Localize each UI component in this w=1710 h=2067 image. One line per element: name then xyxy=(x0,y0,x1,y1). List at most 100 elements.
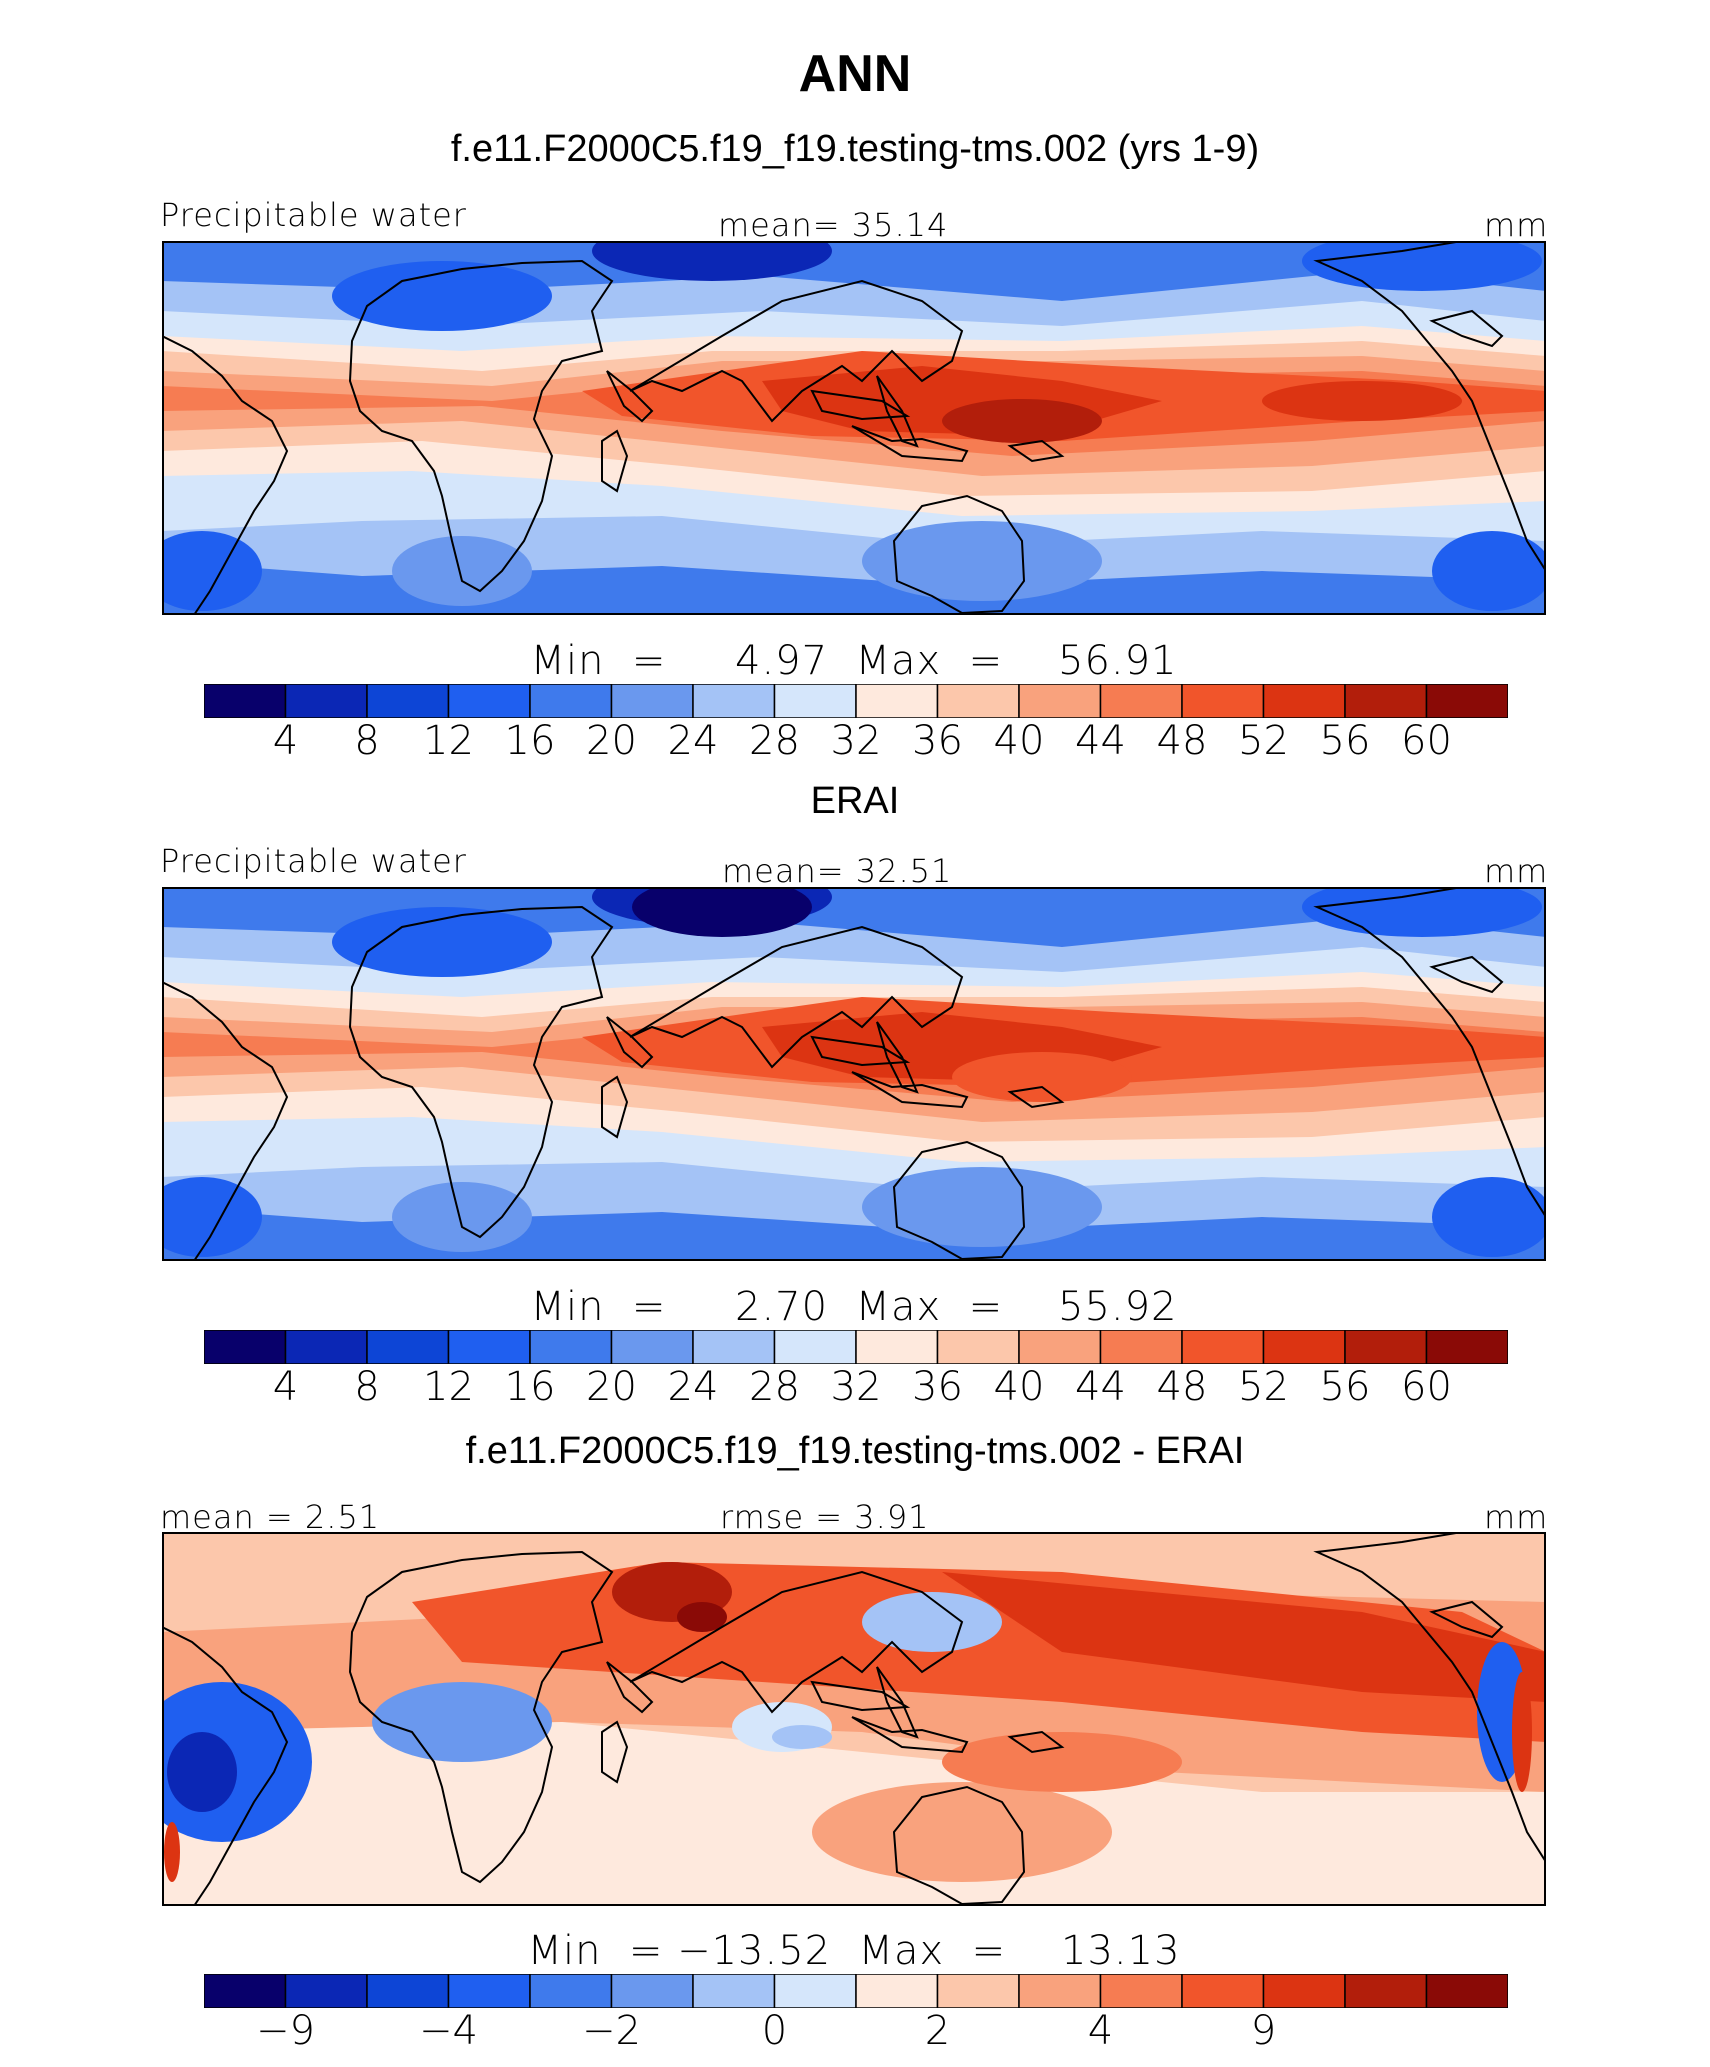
colorbar-tick-label: −4 xyxy=(419,2008,478,2054)
dry-region xyxy=(592,241,832,281)
dry-region xyxy=(162,1177,262,1257)
colorbar-box xyxy=(204,1330,287,1364)
panel-1-mean-label: mean= 35.14 xyxy=(718,206,949,244)
colorbar-tick-label: 40 xyxy=(993,1364,1045,1410)
colorbar-tick-label: 16 xyxy=(504,1364,556,1410)
positive-anomaly xyxy=(164,1822,180,1882)
colorbar-tick-label: 0 xyxy=(761,2008,788,2054)
colorbar-box xyxy=(610,684,694,718)
panel-2-units-label: mm xyxy=(1484,852,1549,890)
colorbar-box xyxy=(1018,1974,1102,2008)
colorbar-tick-label: 20 xyxy=(586,1364,637,1410)
dry-region xyxy=(162,531,262,611)
colorbar-box xyxy=(1425,1330,1508,1364)
map-frame xyxy=(162,241,1546,615)
figure-title: ANN xyxy=(798,45,912,103)
colorbar-box xyxy=(284,1330,368,1364)
coastline-segment xyxy=(1007,439,1065,463)
colorbar-tick-label: 36 xyxy=(912,718,963,764)
colorbar-box xyxy=(610,1330,694,1364)
colorbar-box xyxy=(1099,1330,1183,1364)
coastline-segment xyxy=(876,375,919,448)
colorbar-box xyxy=(773,1974,857,2008)
coastline-segment xyxy=(162,980,289,1261)
coastline-segment xyxy=(1429,309,1504,348)
panel-1-subtitle: f.e11.F2000C5.f19_f19.testing-tms.002 (y… xyxy=(450,128,1260,170)
panel-3-colorbar xyxy=(204,1974,1508,2008)
positive-anomaly xyxy=(677,1602,727,1632)
colorbar-box xyxy=(284,1974,368,2008)
colorbar-box xyxy=(1099,684,1183,718)
colorbar-tick-label: 32 xyxy=(830,718,882,764)
panel-2-min-max: Min = 2.70 Max = 55.92 xyxy=(530,1284,1178,1330)
coastline-segment xyxy=(892,1785,1026,1906)
moist-region xyxy=(1262,381,1462,421)
colorbar-box xyxy=(936,1330,1020,1364)
panel-1-map xyxy=(162,241,1546,615)
colorbar-box xyxy=(1018,684,1102,718)
negative-anomaly xyxy=(862,1592,1002,1652)
colorbar-box xyxy=(204,684,287,718)
coastline-segment xyxy=(1313,887,1546,1219)
colorbar-box xyxy=(366,684,450,718)
coastline-segment xyxy=(1313,241,1546,573)
colorbar-tick-label: 4 xyxy=(1087,2008,1114,2054)
colorbar-box xyxy=(1425,1974,1508,2008)
colorbar-box xyxy=(936,684,1020,718)
colorbar-tick-label: 8 xyxy=(354,718,380,764)
colorbar-tick-label: 28 xyxy=(749,718,800,764)
coastline-segment xyxy=(810,389,911,421)
colorbar-box xyxy=(1344,684,1428,718)
coastline-segment xyxy=(162,1625,289,1906)
coastline-segment xyxy=(1429,1600,1504,1639)
colorbar-tick-label: 28 xyxy=(749,1364,800,1410)
negative-anomaly xyxy=(372,1682,552,1762)
colorbar-tick-label: 52 xyxy=(1238,1364,1289,1410)
colorbar-box xyxy=(855,684,939,718)
colorbar-box xyxy=(1344,1330,1428,1364)
panel-3-map xyxy=(162,1532,1546,1906)
colorbar-box xyxy=(936,1974,1020,2008)
colorbar-box xyxy=(773,1330,857,1364)
coastline-segment xyxy=(1313,1532,1546,1864)
coastline-segment xyxy=(810,1680,911,1712)
colorbar-box xyxy=(1262,684,1346,718)
moist-region xyxy=(952,1052,1132,1102)
colorbar-box xyxy=(204,1974,287,2008)
map-frame xyxy=(162,1532,1546,1906)
colorbar-tick-label: 36 xyxy=(912,1364,963,1410)
positive-anomaly xyxy=(1512,1672,1532,1792)
panel-1-colorbar-ticks: 4 8 12 16 20 24 28 32 36 40 44 48 52 56 60 xyxy=(204,718,1508,766)
colorbar-box xyxy=(1262,1330,1346,1364)
colorbar-tick-label: 48 xyxy=(1156,718,1208,764)
coastline-segment xyxy=(348,1550,614,1884)
colorbar-tick-label: 48 xyxy=(1156,1364,1208,1410)
coastline-segment xyxy=(348,905,614,1239)
colorbar-tick-label: −9 xyxy=(256,2008,315,2054)
colorbar-box xyxy=(447,1974,531,2008)
colorbar-tick-label: 60 xyxy=(1401,1364,1452,1410)
colorbar-box xyxy=(1262,1974,1346,2008)
negative-anomaly xyxy=(167,1732,237,1812)
colorbar-tick-label: 12 xyxy=(423,1364,474,1410)
colorbar-box xyxy=(529,1974,613,2008)
panel-2-colorbar xyxy=(204,1330,1508,1364)
colorbar-box xyxy=(529,684,613,718)
colorbar-tick-label: 56 xyxy=(1319,1364,1371,1410)
positive-anomaly xyxy=(812,1782,1112,1882)
coastline-segment xyxy=(851,1071,969,1109)
colorbar-tick-label: 40 xyxy=(993,718,1045,764)
coastline-segment xyxy=(629,1570,964,1714)
coastline-segment xyxy=(892,494,1026,615)
coastline-segment xyxy=(629,279,964,423)
colorbar-tick-label: 16 xyxy=(504,718,556,764)
colorbar-box xyxy=(1181,1330,1265,1364)
colorbar-box xyxy=(855,1330,939,1364)
panel-1-variable-label: Precipitable water xyxy=(160,196,467,234)
coastline-segment xyxy=(892,1140,1026,1261)
coastline-segment xyxy=(601,1075,629,1139)
dry-region xyxy=(392,1182,532,1252)
colorbar-tick-label: 32 xyxy=(830,1364,882,1410)
coastline-segment xyxy=(1007,1085,1065,1109)
coastline-segment xyxy=(810,1035,911,1067)
